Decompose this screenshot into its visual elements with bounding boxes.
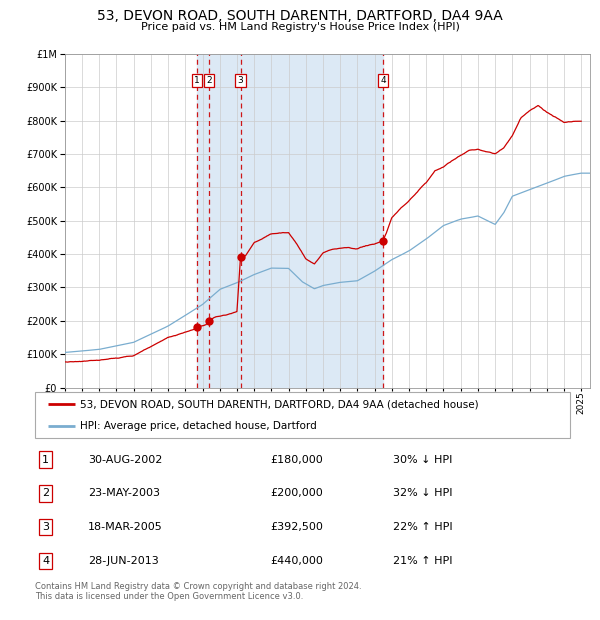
Text: £200,000: £200,000	[270, 489, 323, 498]
Text: 30-AUG-2002: 30-AUG-2002	[88, 454, 163, 464]
Text: 21% ↑ HPI: 21% ↑ HPI	[394, 556, 453, 566]
Text: 4: 4	[42, 556, 49, 566]
Text: £392,500: £392,500	[270, 522, 323, 532]
Text: 2: 2	[42, 489, 49, 498]
Text: HPI: Average price, detached house, Dartford: HPI: Average price, detached house, Dart…	[80, 421, 317, 431]
Text: 53, DEVON ROAD, SOUTH DARENTH, DARTFORD, DA4 9AA (detached house): 53, DEVON ROAD, SOUTH DARENTH, DARTFORD,…	[80, 399, 479, 409]
Text: 30% ↓ HPI: 30% ↓ HPI	[394, 454, 453, 464]
Text: 22% ↑ HPI: 22% ↑ HPI	[394, 522, 453, 532]
Text: 53, DEVON ROAD, SOUTH DARENTH, DARTFORD, DA4 9AA: 53, DEVON ROAD, SOUTH DARENTH, DARTFORD,…	[97, 9, 503, 24]
Bar	[197, 54, 383, 388]
Text: 23-MAY-2003: 23-MAY-2003	[88, 489, 160, 498]
Text: 28-JUN-2013: 28-JUN-2013	[88, 556, 159, 566]
FancyBboxPatch shape	[35, 392, 570, 438]
Text: 3: 3	[238, 76, 244, 85]
Text: 1: 1	[42, 454, 49, 464]
Text: £180,000: £180,000	[270, 454, 323, 464]
Text: 1: 1	[194, 76, 200, 85]
Text: 18-MAR-2005: 18-MAR-2005	[88, 522, 163, 532]
Text: 2: 2	[206, 76, 212, 85]
Text: 4: 4	[380, 76, 386, 85]
Text: 3: 3	[42, 522, 49, 532]
Text: £440,000: £440,000	[270, 556, 323, 566]
Text: Price paid vs. HM Land Registry's House Price Index (HPI): Price paid vs. HM Land Registry's House …	[140, 22, 460, 32]
Text: Contains HM Land Registry data © Crown copyright and database right 2024.
This d: Contains HM Land Registry data © Crown c…	[35, 582, 361, 601]
Text: 32% ↓ HPI: 32% ↓ HPI	[394, 489, 453, 498]
